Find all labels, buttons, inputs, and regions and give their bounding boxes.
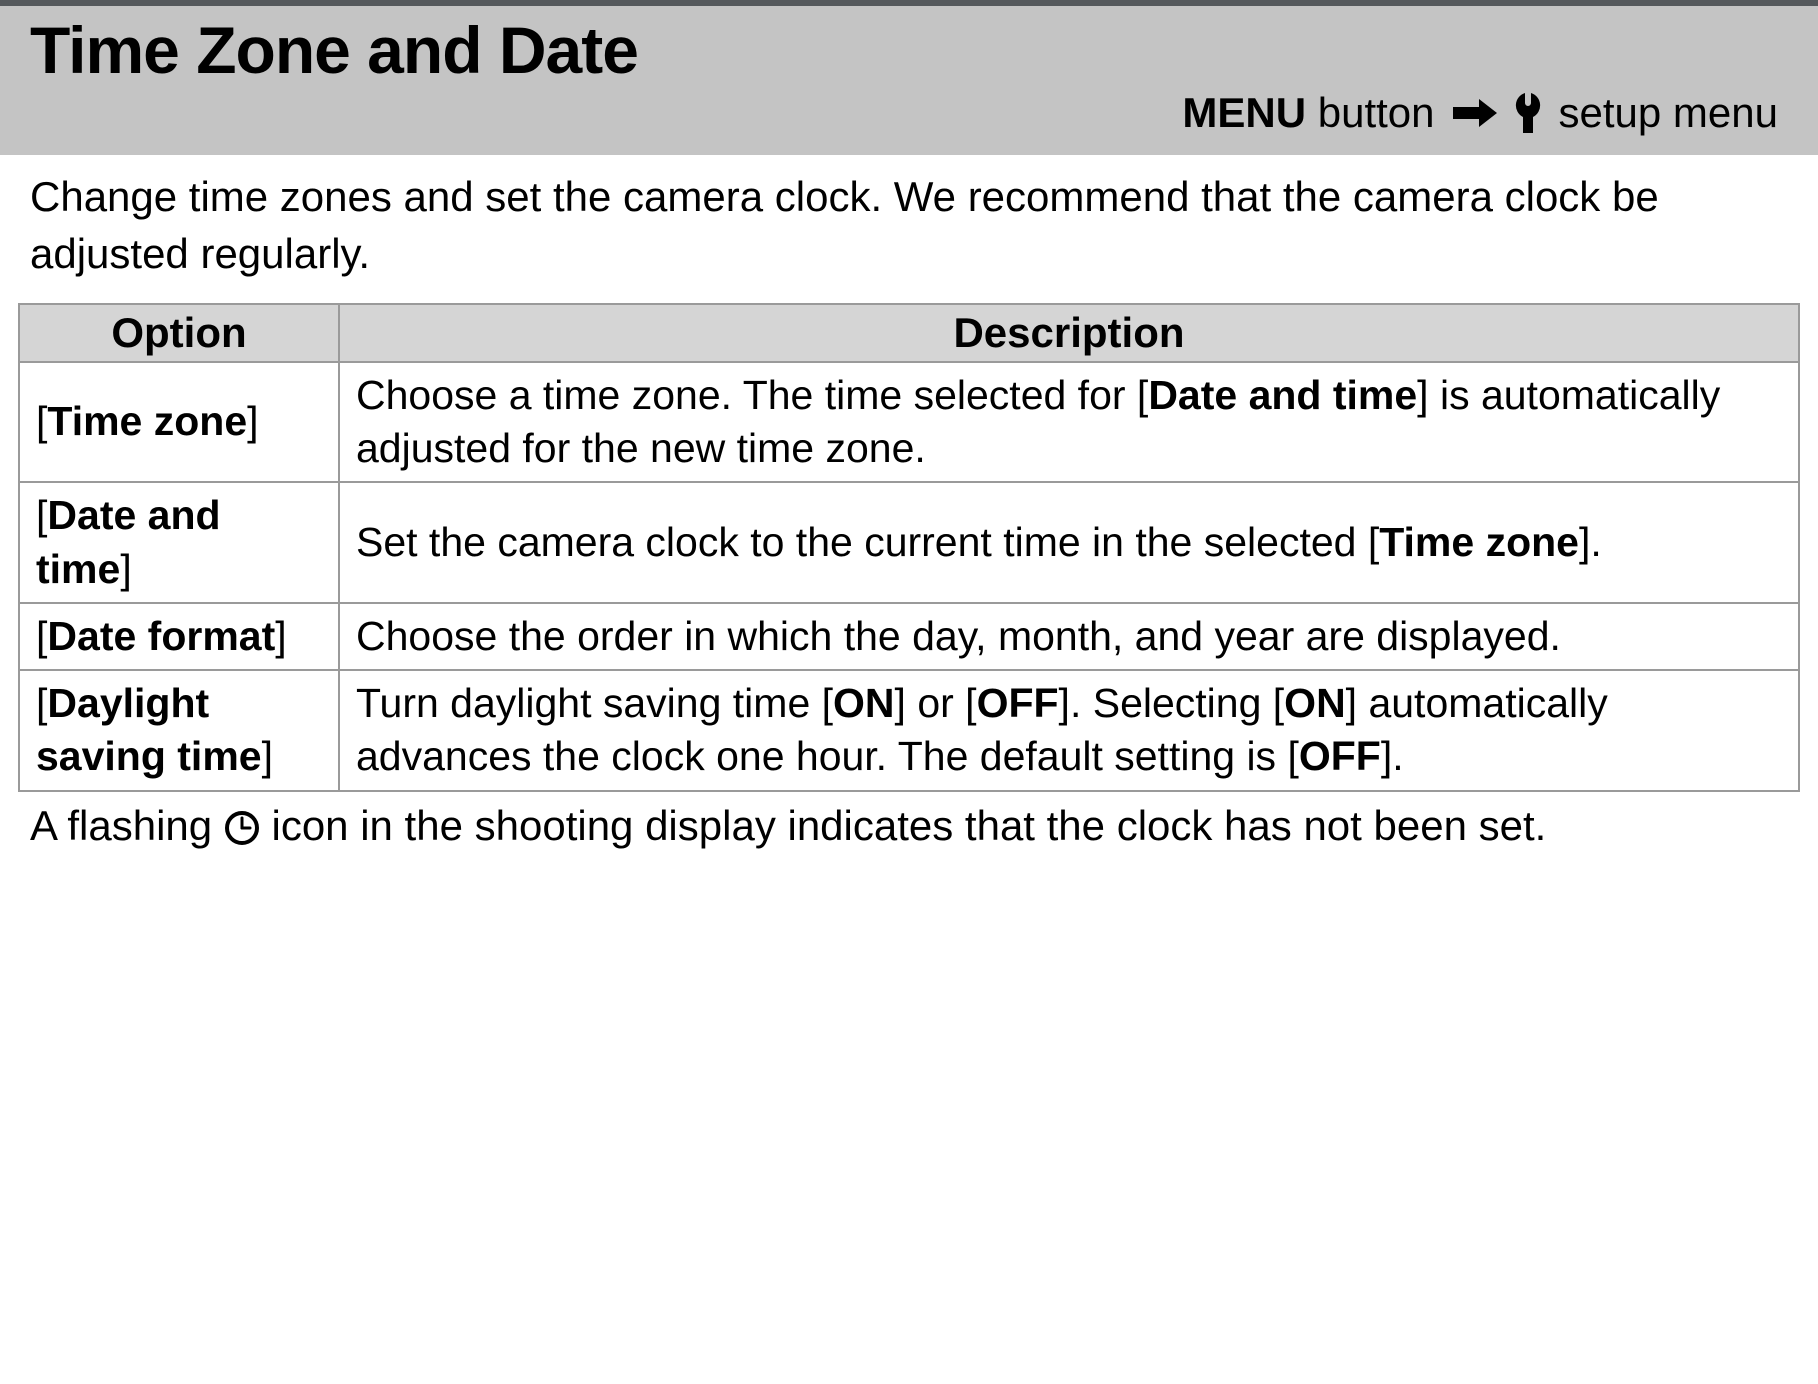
description-cell: Turn daylight saving time [ON] or [OFF].… bbox=[339, 670, 1799, 791]
menu-word: MENU button bbox=[1182, 89, 1434, 137]
option-cell: [Time zone] bbox=[19, 362, 339, 483]
table-row: [Daylight saving time] Turn daylight sav… bbox=[19, 670, 1799, 791]
intro-text: Change time zones and set the camera clo… bbox=[0, 155, 1818, 292]
clock-icon bbox=[224, 810, 260, 846]
col-option: Option bbox=[19, 304, 339, 362]
table-header-row: Option Description bbox=[19, 304, 1799, 362]
outro-post: icon in the shooting display indicates t… bbox=[271, 802, 1546, 849]
menu-label: MENU bbox=[1182, 89, 1306, 136]
option-cell: [Daylight saving time] bbox=[19, 670, 339, 791]
option-cell: [Date format] bbox=[19, 603, 339, 670]
outro-pre: A flashing bbox=[30, 802, 224, 849]
outro-text: A flashing icon in the shooting display … bbox=[0, 792, 1818, 865]
wrench-icon bbox=[1515, 93, 1541, 133]
button-word: button bbox=[1318, 89, 1435, 136]
description-cell: Set the camera clock to the current time… bbox=[339, 482, 1799, 603]
page-title: Time Zone and Date bbox=[30, 16, 1788, 85]
table-row: [Date and time] Set the camera clock to … bbox=[19, 482, 1799, 603]
menu-path: MENU button setup menu bbox=[30, 89, 1788, 137]
option-cell: [Date and time] bbox=[19, 482, 339, 603]
setup-menu-label: setup menu bbox=[1559, 89, 1778, 137]
table-row: [Time zone] Choose a time zone. The time… bbox=[19, 362, 1799, 483]
description-cell: Choose a time zone. The time selected fo… bbox=[339, 362, 1799, 483]
options-table: Option Description [Time zone] Choose a … bbox=[18, 303, 1800, 792]
description-cell: Choose the order in which the day, month… bbox=[339, 603, 1799, 670]
col-description: Description bbox=[339, 304, 1799, 362]
arrow-right-icon bbox=[1453, 98, 1497, 128]
page: Time Zone and Date MENU button setup men… bbox=[0, 0, 1818, 864]
page-header: Time Zone and Date MENU button setup men… bbox=[0, 0, 1818, 155]
table-row: [Date format] Choose the order in which … bbox=[19, 603, 1799, 670]
